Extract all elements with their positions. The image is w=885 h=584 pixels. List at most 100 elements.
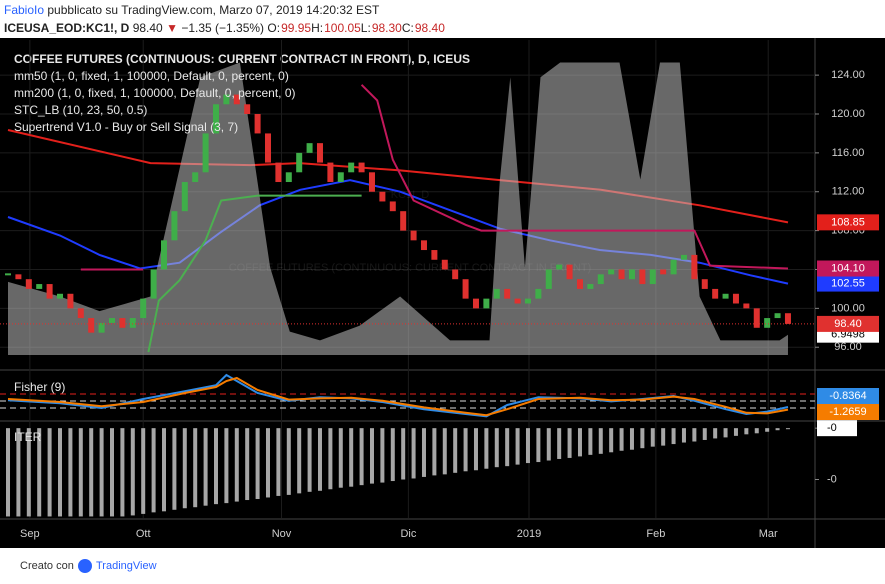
header-line: FabioIo pubblicato su TradingView.com, M… — [4, 3, 380, 17]
x-tick-label: Ott — [136, 528, 151, 540]
candle — [420, 240, 427, 251]
bar — [255, 428, 260, 500]
bar — [661, 428, 666, 446]
change: −1.35 (−1.35%) — [181, 21, 264, 35]
candle — [212, 104, 219, 134]
candle — [431, 250, 438, 260]
candle — [140, 298, 147, 319]
pane-title: Fisher (9) — [14, 380, 65, 394]
candle — [701, 279, 708, 289]
price-label: -1.2659 — [829, 406, 866, 418]
candle — [712, 288, 719, 299]
bar — [317, 428, 322, 491]
bar — [68, 428, 73, 517]
candle — [25, 279, 32, 289]
bar — [130, 428, 135, 516]
candle — [223, 94, 230, 105]
candle — [524, 298, 531, 304]
quote-line: ICEUSA_EOD:KC1!, D 98.40 ▼ −1.35 (−1.35%… — [4, 21, 445, 35]
x-tick-label: Mar — [759, 528, 778, 540]
footer-text: Creato con — [20, 560, 74, 572]
quote-label: L: — [361, 21, 371, 35]
candle — [743, 303, 750, 309]
bar — [536, 428, 541, 463]
candle — [285, 172, 292, 183]
bar — [494, 428, 499, 468]
candle — [774, 313, 781, 319]
candle — [67, 293, 74, 309]
price-label-box — [817, 388, 879, 404]
bar — [47, 428, 52, 517]
bar — [525, 428, 530, 464]
chart-title: COFFEE FUTURES (CONTINUOUS: CURRENT CONT… — [14, 52, 470, 66]
x-tick-label: Nov — [272, 528, 292, 540]
candle — [202, 133, 209, 173]
bar — [765, 428, 770, 432]
chart-background — [0, 38, 885, 548]
bar — [421, 428, 426, 477]
bar — [203, 428, 208, 506]
bar — [546, 428, 551, 461]
candle — [535, 288, 542, 299]
bar — [557, 428, 562, 459]
candle — [400, 211, 407, 231]
bar — [629, 428, 634, 450]
candle — [275, 162, 282, 183]
indicator-line — [147, 194, 362, 353]
quote-value: 99.95 — [281, 21, 311, 35]
candle — [192, 172, 199, 183]
candle — [462, 279, 469, 299]
candle — [618, 269, 625, 280]
bar — [775, 428, 780, 431]
candle — [358, 162, 365, 173]
candle — [670, 259, 677, 275]
bar — [702, 428, 707, 440]
bar — [58, 428, 63, 517]
candle — [452, 269, 459, 280]
bar — [588, 428, 593, 455]
y-tick-label: 112.00 — [832, 186, 865, 198]
bar — [411, 428, 416, 479]
bar — [276, 428, 281, 496]
candle — [306, 143, 313, 153]
candle — [680, 254, 687, 260]
logo — [78, 559, 92, 573]
y-tick-label: 100.00 — [831, 302, 865, 314]
quote-value: 98.40 — [415, 21, 445, 35]
candle — [348, 162, 355, 173]
bar — [577, 428, 582, 457]
bar — [453, 428, 458, 473]
candle — [46, 284, 53, 299]
bar — [671, 428, 676, 445]
price-label: 108.85 — [831, 216, 865, 228]
bar — [110, 428, 115, 517]
bar — [567, 428, 572, 458]
bar — [359, 428, 364, 486]
last: 98.40 — [133, 21, 163, 35]
bar — [297, 428, 302, 494]
y-tick-label: 116.00 — [832, 147, 865, 159]
bar — [120, 428, 125, 517]
symbol: ICEUSA_EOD:KC1!, D — [4, 21, 130, 35]
candle — [660, 269, 667, 275]
quote-label: H: — [311, 21, 323, 35]
bar — [328, 428, 333, 490]
bar — [744, 428, 749, 435]
candle — [649, 269, 656, 285]
y-tick-label: -0 — [827, 473, 837, 485]
candle — [784, 313, 791, 324]
bar — [380, 428, 385, 483]
bar — [713, 428, 718, 439]
bar — [723, 428, 728, 438]
candle — [57, 293, 64, 299]
bar — [463, 428, 468, 472]
bar — [6, 428, 11, 517]
candle — [545, 269, 552, 289]
candle — [493, 288, 500, 299]
quote-value: 100.05 — [324, 21, 361, 35]
fisher-line — [7, 376, 789, 417]
price-label-box — [817, 420, 857, 437]
candle — [150, 269, 157, 299]
bar — [172, 428, 177, 510]
candle — [514, 298, 521, 304]
